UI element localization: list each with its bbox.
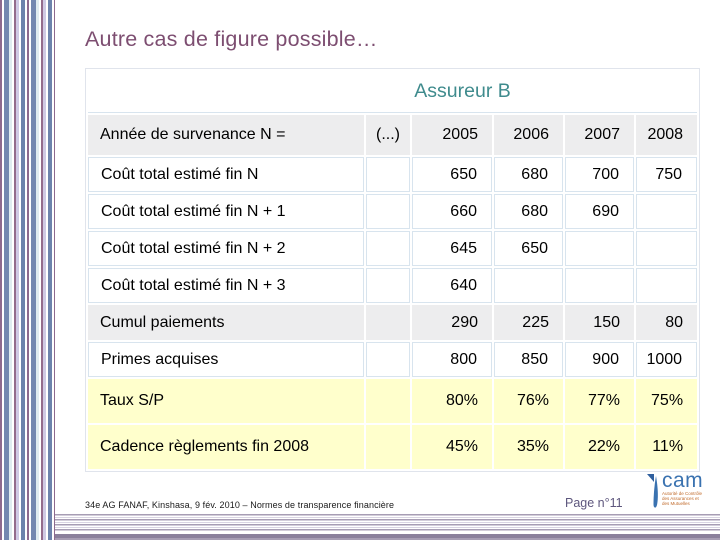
table-cell: 680 xyxy=(494,157,563,192)
acam-logo-word: cam xyxy=(662,469,704,492)
left-stripe-decoration xyxy=(0,0,55,540)
table-cell xyxy=(636,194,698,229)
row-label: Coût total estimé fin N + 1 xyxy=(88,194,364,229)
table-cell: 45% xyxy=(412,425,492,469)
table-header-row: Année de survenance N = (...) 2005 2006 … xyxy=(88,115,698,155)
header-col-2007: 2007 xyxy=(565,115,634,155)
table-row-cout-fin-n1: Coût total estimé fin N + 1 660 680 690 xyxy=(88,194,698,229)
table-cell xyxy=(366,379,410,423)
table-row-cout-fin-n2: Coût total estimé fin N + 2 645 650 xyxy=(88,231,698,266)
table-cell: 225 xyxy=(494,305,563,340)
table-cell: 75% xyxy=(636,379,698,423)
header-col-2005: 2005 xyxy=(412,115,492,155)
table-cell: 290 xyxy=(412,305,492,340)
table-cell xyxy=(366,305,410,340)
table-row-taux-sp: Taux S/P 80% 76% 77% 75% xyxy=(88,379,698,423)
table-row-primes-acquises: Primes acquises 800 850 900 1000 xyxy=(88,342,698,377)
assureur-table: Assureur B Année de survenance N = (...)… xyxy=(85,68,701,472)
slide-title: Autre cas de figure possible… xyxy=(85,27,378,51)
table-cell xyxy=(366,194,410,229)
table-cell: 80 xyxy=(636,305,698,340)
table-row-cout-fin-n: Coût total estimé fin N 650 680 700 750 xyxy=(88,157,698,192)
row-label: Coût total estimé fin N xyxy=(88,157,364,192)
row-label: Coût total estimé fin N + 2 xyxy=(88,231,364,266)
table-row-cout-fin-n3: Coût total estimé fin N + 3 640 xyxy=(88,268,698,303)
table-cell: 640 xyxy=(412,268,492,303)
table-cell: 750 xyxy=(636,157,698,192)
table-cell xyxy=(366,231,410,266)
table-cell xyxy=(366,157,410,192)
header-label: Année de survenance N = xyxy=(88,115,364,155)
acam-logo-subtext: Autorité de Contrôle des Assurances et d… xyxy=(662,491,703,506)
table-cell: 22% xyxy=(565,425,634,469)
table-cell: 11% xyxy=(636,425,698,469)
table-cell: 680 xyxy=(494,194,563,229)
acam-drop-icon xyxy=(647,474,658,508)
table-cell: 660 xyxy=(412,194,492,229)
table-cell: 1000 xyxy=(636,342,698,377)
table-cell: 35% xyxy=(494,425,563,469)
page-number: Page n°11 xyxy=(565,496,623,510)
table-cell: 800 xyxy=(412,342,492,377)
table-row-cadence-reglements: Cadence règlements fin 2008 45% 35% 22% … xyxy=(88,425,698,469)
table-row-cumul-paiements: Cumul paiements 290 225 150 80 xyxy=(88,305,698,340)
table-cell xyxy=(494,268,563,303)
table-cell: 690 xyxy=(565,194,634,229)
row-label: Cumul paiements xyxy=(88,305,364,340)
table-cell xyxy=(565,231,634,266)
table-cell xyxy=(366,425,410,469)
acam-logo: cam Autorité de Contrôle des Assurances … xyxy=(647,469,709,519)
table-cell xyxy=(366,342,410,377)
table-cell: 80% xyxy=(412,379,492,423)
table-title: Assureur B xyxy=(88,71,698,113)
table-cell: 900 xyxy=(565,342,634,377)
row-label: Taux S/P xyxy=(88,379,364,423)
table-cell xyxy=(366,268,410,303)
row-label: Cadence règlements fin 2008 xyxy=(88,425,364,469)
table-cell xyxy=(565,268,634,303)
header-col-2008: 2008 xyxy=(636,115,698,155)
table-cell xyxy=(636,268,698,303)
footer-caption: 34e AG FANAF, Kinshasa, 9 fév. 2010 – No… xyxy=(85,500,395,510)
table-cell: 77% xyxy=(565,379,634,423)
header-col-2006: 2006 xyxy=(494,115,563,155)
header-col-dots: (...) xyxy=(366,115,410,155)
table-cell: 850 xyxy=(494,342,563,377)
table-cell: 650 xyxy=(494,231,563,266)
table-cell: 76% xyxy=(494,379,563,423)
table-title-row: Assureur B xyxy=(88,71,698,113)
table-cell: 650 xyxy=(412,157,492,192)
row-label: Coût total estimé fin N + 3 xyxy=(88,268,364,303)
table-cell xyxy=(636,231,698,266)
table-cell: 150 xyxy=(565,305,634,340)
row-label: Primes acquises xyxy=(88,342,364,377)
table-cell: 645 xyxy=(412,231,492,266)
bottom-stripe-decoration xyxy=(55,514,720,540)
table-cell: 700 xyxy=(565,157,634,192)
